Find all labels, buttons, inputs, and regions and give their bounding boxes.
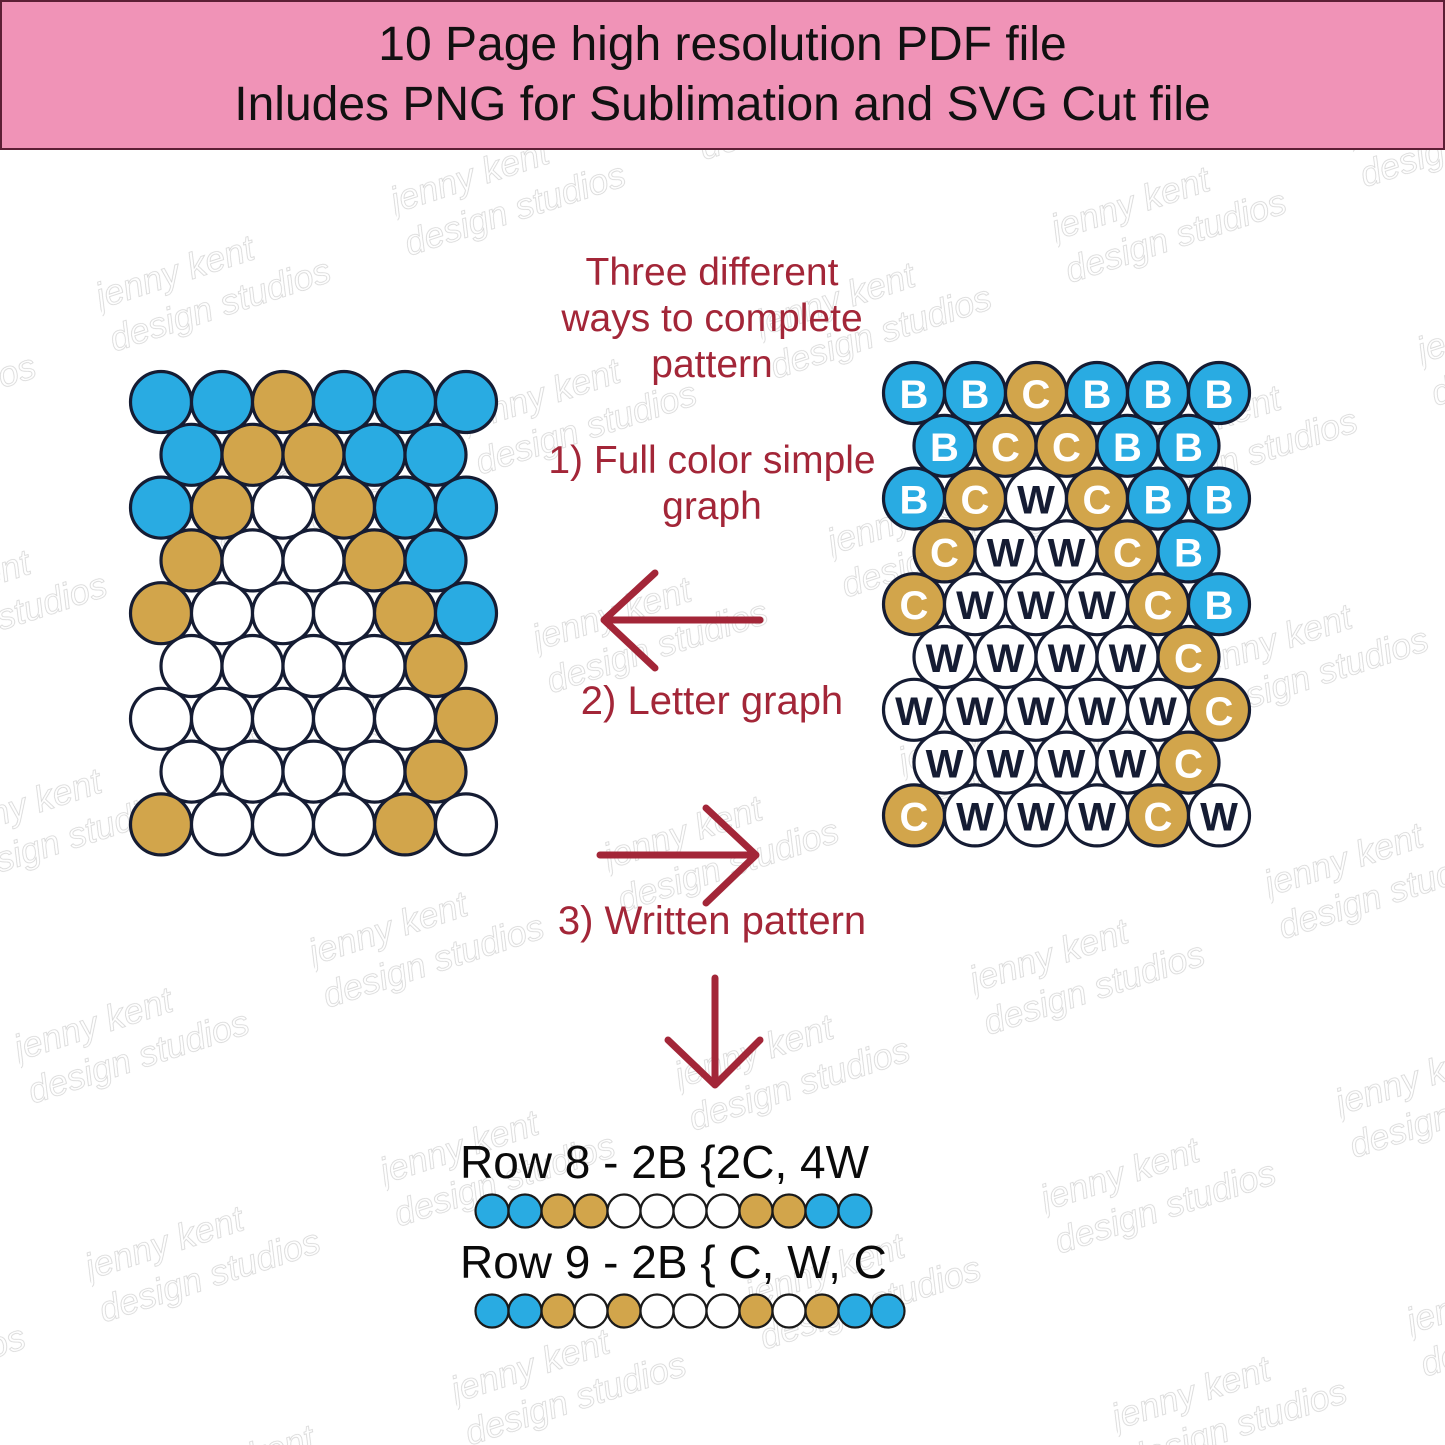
svg-text:W: W: [1017, 479, 1055, 523]
svg-text:C: C: [1144, 584, 1173, 628]
svg-text:W: W: [1048, 531, 1086, 575]
svg-text:B: B: [1205, 584, 1234, 628]
svg-text:C: C: [1174, 743, 1203, 787]
svg-text:C: C: [1083, 479, 1112, 523]
svg-text:B: B: [1174, 426, 1203, 470]
svg-text:B: B: [1144, 479, 1173, 523]
svg-text:W: W: [1078, 795, 1116, 839]
svg-text:C: C: [1022, 373, 1051, 417]
svg-text:W: W: [987, 531, 1025, 575]
svg-text:B: B: [900, 479, 929, 523]
svg-text:C: C: [1174, 637, 1203, 681]
svg-text:W: W: [956, 584, 994, 628]
svg-text:B: B: [1205, 479, 1234, 523]
svg-text:W: W: [1048, 637, 1086, 681]
svg-text:B: B: [1113, 426, 1142, 470]
svg-text:C: C: [900, 584, 929, 628]
svg-text:B: B: [1083, 373, 1112, 417]
svg-text:B: B: [900, 373, 929, 417]
svg-text:W: W: [1017, 690, 1055, 734]
svg-text:B: B: [1205, 373, 1234, 417]
svg-text:C: C: [961, 479, 990, 523]
svg-text:C: C: [1144, 795, 1173, 839]
svg-text:B: B: [961, 373, 990, 417]
svg-text:W: W: [1078, 690, 1116, 734]
svg-text:C: C: [991, 426, 1020, 470]
svg-text:W: W: [1048, 743, 1086, 787]
svg-text:W: W: [1200, 795, 1238, 839]
svg-text:C: C: [1113, 531, 1142, 575]
svg-text:C: C: [1205, 690, 1234, 734]
svg-text:W: W: [987, 743, 1025, 787]
svg-text:C: C: [930, 531, 959, 575]
svg-text:W: W: [956, 690, 994, 734]
svg-text:W: W: [987, 637, 1025, 681]
svg-text:W: W: [1109, 637, 1147, 681]
svg-text:C: C: [1052, 426, 1081, 470]
svg-text:B: B: [930, 426, 959, 470]
svg-text:B: B: [1174, 531, 1203, 575]
svg-text:W: W: [956, 795, 994, 839]
svg-text:W: W: [895, 690, 933, 734]
svg-text:W: W: [1017, 795, 1055, 839]
svg-text:W: W: [1109, 743, 1147, 787]
svg-text:W: W: [1017, 584, 1055, 628]
svg-text:W: W: [926, 637, 964, 681]
svg-text:W: W: [926, 743, 964, 787]
svg-text:B: B: [1144, 373, 1173, 417]
svg-text:C: C: [900, 795, 929, 839]
svg-text:W: W: [1078, 584, 1116, 628]
svg-text:W: W: [1139, 690, 1177, 734]
